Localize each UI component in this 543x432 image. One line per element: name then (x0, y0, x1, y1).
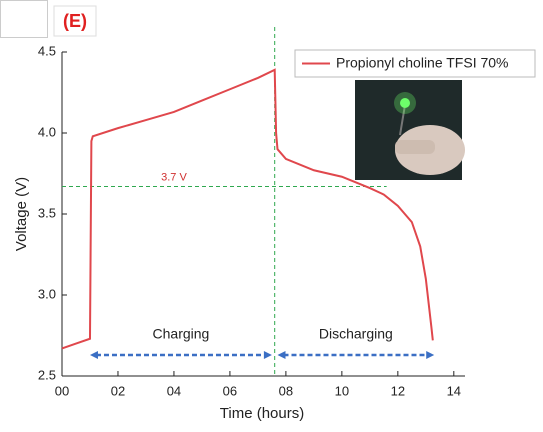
legend-label: Propionyl choline TFSI 70% (336, 55, 509, 71)
frame (0, 0, 48, 38)
y-tick-label: 3.5 (38, 205, 56, 220)
panel-box (53, 5, 97, 37)
x-axis-label: Time (hours) (220, 405, 304, 422)
x-tick-label: 12 (391, 383, 405, 398)
y-tick-label: 3.0 (38, 286, 56, 301)
data-line (61, 68, 434, 350)
panel-label: (E) (63, 11, 87, 31)
x-tick-label: 04 (167, 383, 181, 398)
reference-label: 3.7 V (161, 171, 187, 183)
arrow-label: Charging (153, 326, 210, 342)
arrow-label: Discharging (319, 326, 393, 342)
legend-box (294, 49, 536, 78)
y-tick-label: 4.5 (38, 43, 56, 58)
y-tick-label: 2.5 (38, 367, 56, 382)
x-tick-label: 14 (447, 383, 461, 398)
x-tick-label: 08 (279, 383, 293, 398)
photo (355, 80, 465, 180)
x-tick-label: 06 (223, 383, 237, 398)
x-tick-label: 10 (335, 383, 349, 398)
y-tick-label: 4.0 (38, 124, 56, 139)
x-tick-label: 02 (111, 383, 125, 398)
y-axis-label: Voltage (V) (13, 177, 30, 251)
x-tick-label: 00 (55, 383, 69, 398)
